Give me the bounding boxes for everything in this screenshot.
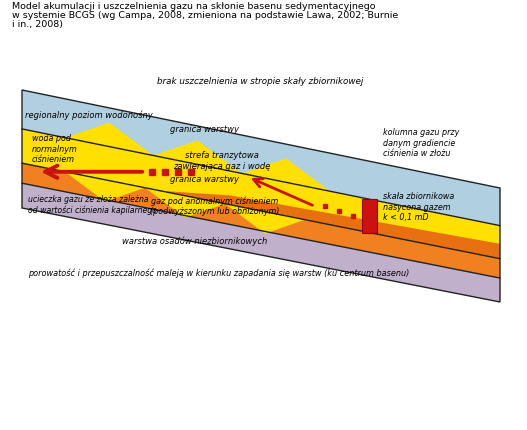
- Polygon shape: [160, 191, 500, 259]
- Bar: [362, 200, 377, 233]
- Text: regionalny poziom wodonośny: regionalny poziom wodonośny: [25, 110, 153, 120]
- Text: strefa tranzytowa
zawierająca gaz i wodę: strefa tranzytowa zawierająca gaz i wodę: [173, 151, 271, 170]
- Text: w systemie BCGS (wg Campa, 2008, zmieniona na podstawie Lawa, 2002; Burnie: w systemie BCGS (wg Campa, 2008, zmienio…: [12, 11, 398, 20]
- Polygon shape: [22, 123, 500, 259]
- Text: warstwa osadów niezbiornikowych: warstwa osadów niezbiornikowych: [122, 236, 268, 245]
- Text: gaz pod anomalnym ciśnieniem
(podwyższonym lub obniżonym): gaz pod anomalnym ciśnieniem (podwyższon…: [150, 196, 280, 215]
- Text: Model akumulacji i uszczelnienia gazu na skłonie basenu sedymentacyjnego: Model akumulacji i uszczelnienia gazu na…: [12, 2, 376, 11]
- Text: ucieczka gazu ze złoża zależna
od wartości ciśnienia kapilarnego: ucieczka gazu ze złoża zależna od wartoś…: [28, 194, 157, 215]
- Text: brak uszczelnienia w stropie skały zbiornikowej: brak uszczelnienia w stropie skały zbior…: [157, 76, 363, 85]
- Text: woda pod
normalnym
ciśnieniem: woda pod normalnym ciśnieniem: [32, 134, 78, 163]
- Text: porowatość i przepuszczalność maleją w kierunku zapadania się warstw (ku centrum: porowatość i przepuszczalność maleją w k…: [28, 267, 409, 277]
- Polygon shape: [22, 91, 500, 226]
- Polygon shape: [22, 164, 500, 278]
- Polygon shape: [22, 129, 500, 259]
- Polygon shape: [22, 184, 500, 302]
- Text: granica warstwy: granica warstwy: [170, 124, 239, 133]
- Text: i in., 2008): i in., 2008): [12, 20, 63, 29]
- Text: kolumna gazu przy
danym gradiencie
ciśnienia w złożu: kolumna gazu przy danym gradiencie ciśni…: [383, 128, 460, 157]
- Text: granica warstwy: granica warstwy: [170, 174, 239, 183]
- Text: skała zbiornikowa
nasycona gazem
k < 0,1 mD: skała zbiornikowa nasycona gazem k < 0,1…: [383, 192, 454, 221]
